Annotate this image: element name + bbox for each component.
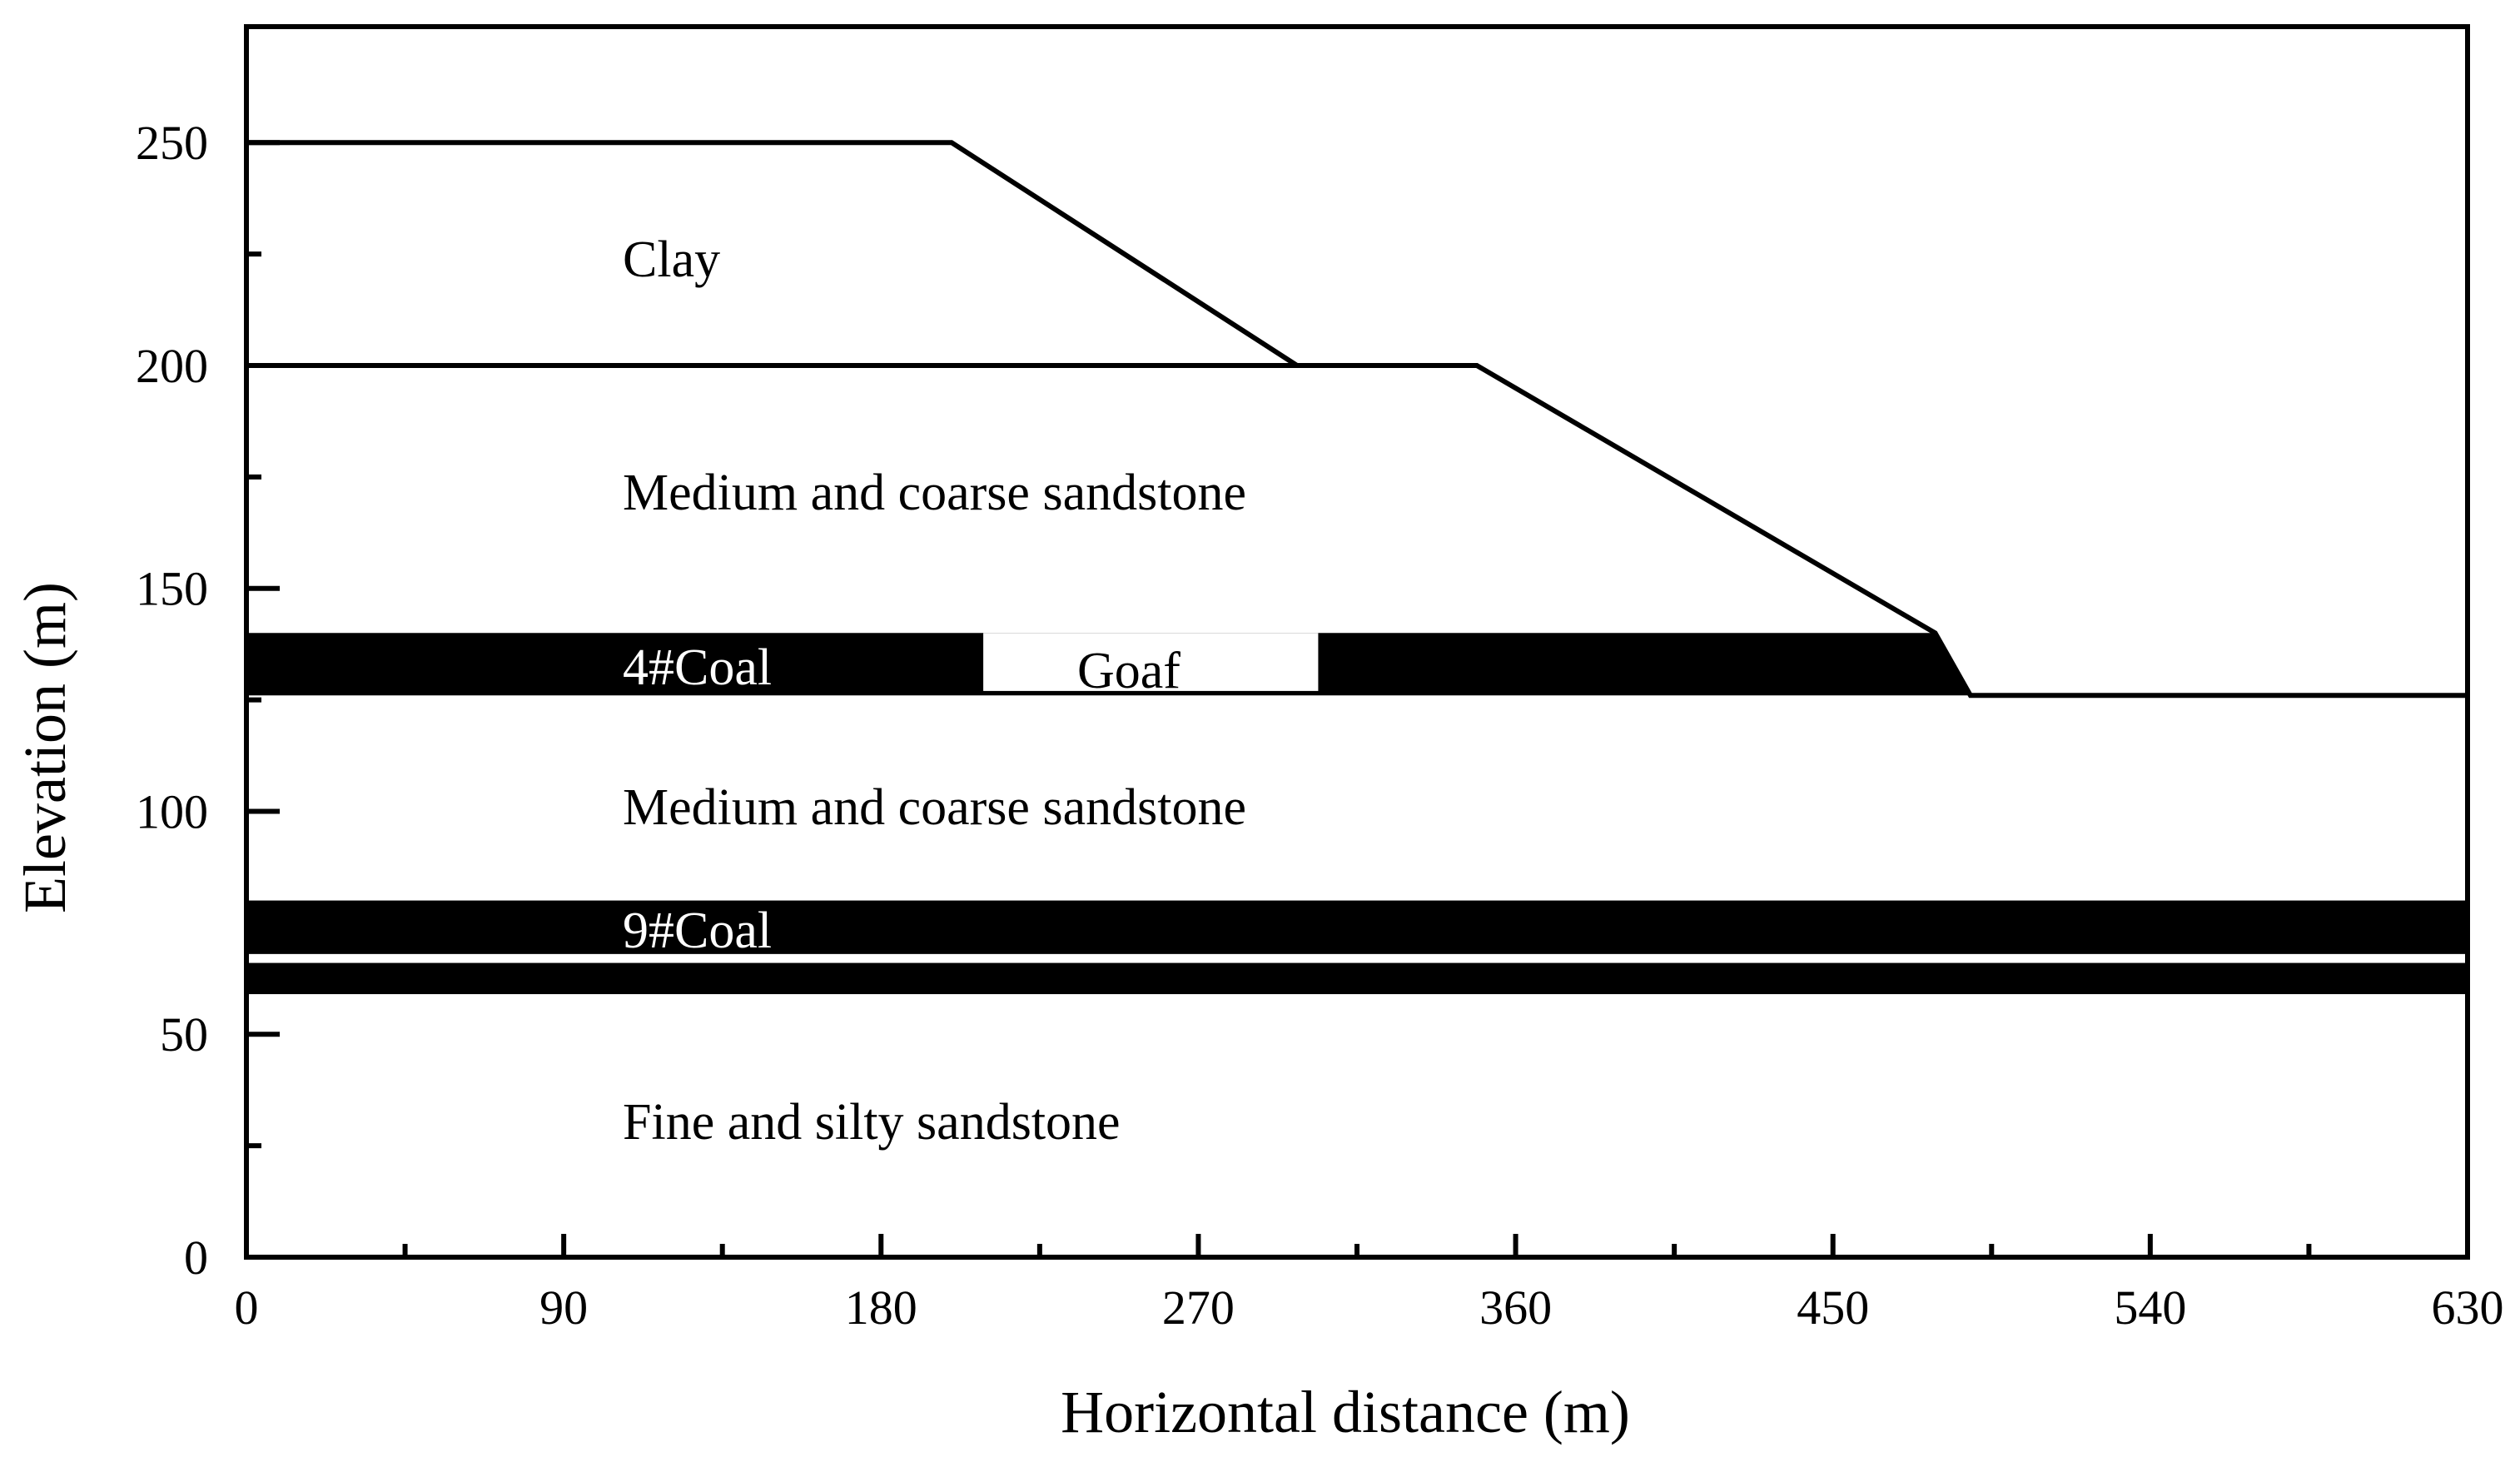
x-tick-label: 270 bbox=[1162, 1280, 1235, 1335]
y-axis-title: Elevation (m) bbox=[12, 582, 78, 913]
layer-label-upper-sandstone: Medium and coarse sandstone bbox=[623, 465, 1246, 521]
goaf-void bbox=[983, 633, 1319, 691]
layer-label-clay: Clay bbox=[623, 231, 720, 288]
layer-label-coal-9: 9#Coal bbox=[623, 903, 772, 959]
sandstone-top-boundary bbox=[246, 363, 2468, 699]
x-tick-label: 0 bbox=[235, 1280, 259, 1335]
layer-label-lower-sandstone: Medium and coarse sandstone bbox=[623, 779, 1246, 836]
y-tick-label: 150 bbox=[136, 562, 208, 616]
layer-label-goaf: Goaf bbox=[1077, 643, 1180, 699]
strata-layers bbox=[246, 140, 2468, 995]
layer-labels: Clay Medium and coarse sandstone 4#Coal … bbox=[623, 231, 1246, 1151]
x-tick-label: 540 bbox=[2114, 1280, 2186, 1335]
x-tick-label: 180 bbox=[845, 1280, 917, 1335]
x-tick-label: 360 bbox=[1479, 1280, 1552, 1335]
y-tick-label: 50 bbox=[160, 1007, 208, 1062]
x-tick-label: 90 bbox=[539, 1280, 588, 1335]
x-axis-title: Horizontal distance (m) bbox=[1061, 1379, 1630, 1445]
coal-9-upper-band bbox=[246, 900, 2468, 954]
y-tick-label: 200 bbox=[136, 339, 208, 393]
clay-top-boundary bbox=[246, 140, 1299, 368]
x-tick-label: 450 bbox=[1797, 1280, 1869, 1335]
layer-label-coal-4: 4#Coal bbox=[623, 639, 772, 696]
x-tick-label: 630 bbox=[2432, 1280, 2504, 1335]
y-tick-label: 250 bbox=[136, 116, 208, 170]
y-tick-label: 100 bbox=[136, 784, 208, 838]
tick-labels: 0 90 180 270 360 450 540 630 0 50 100 150 200 250 bbox=[136, 116, 2504, 1335]
y-tick-label: 0 bbox=[184, 1231, 208, 1285]
layer-label-fine-sandstone: Fine and silty sandstone bbox=[623, 1094, 1121, 1151]
axis-ticks bbox=[244, 140, 2470, 1260]
coal-9-lower-band bbox=[246, 962, 2468, 995]
